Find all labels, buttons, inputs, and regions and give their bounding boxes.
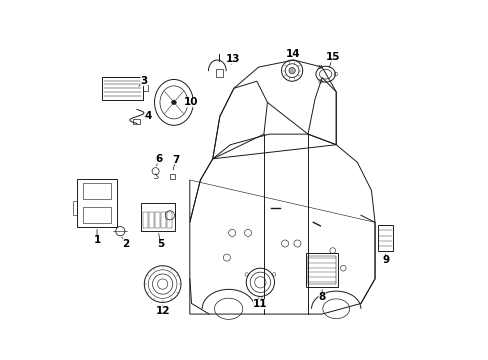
Bar	[143, 212, 148, 228]
Bar	[82, 183, 111, 199]
Bar	[102, 77, 143, 100]
Bar	[143, 85, 148, 91]
Bar	[141, 203, 175, 231]
Bar	[305, 253, 337, 287]
Bar	[77, 179, 117, 227]
Text: 14: 14	[285, 49, 300, 59]
Bar	[161, 212, 165, 228]
Bar	[72, 201, 77, 215]
Text: 10: 10	[183, 98, 198, 107]
Text: 13: 13	[225, 54, 240, 64]
Bar	[167, 212, 172, 228]
Text: 12: 12	[155, 306, 169, 315]
Text: 2: 2	[122, 239, 129, 248]
Bar	[377, 225, 392, 251]
Text: 7: 7	[172, 154, 179, 165]
Bar	[169, 174, 175, 179]
Text: 1: 1	[93, 235, 101, 245]
Text: 6: 6	[155, 154, 163, 164]
Bar	[133, 119, 140, 124]
Text: 9: 9	[381, 256, 388, 265]
Text: 8: 8	[318, 292, 325, 302]
Bar	[155, 212, 160, 228]
Circle shape	[288, 67, 295, 74]
Bar	[308, 256, 335, 284]
Text: 15: 15	[325, 52, 339, 62]
Text: 4: 4	[144, 112, 152, 121]
Bar	[149, 212, 154, 228]
Text: 3: 3	[140, 76, 147, 86]
Bar	[216, 69, 222, 77]
Circle shape	[171, 100, 176, 105]
Bar	[82, 207, 111, 223]
Text: 5: 5	[157, 239, 164, 249]
Text: 11: 11	[253, 299, 267, 309]
